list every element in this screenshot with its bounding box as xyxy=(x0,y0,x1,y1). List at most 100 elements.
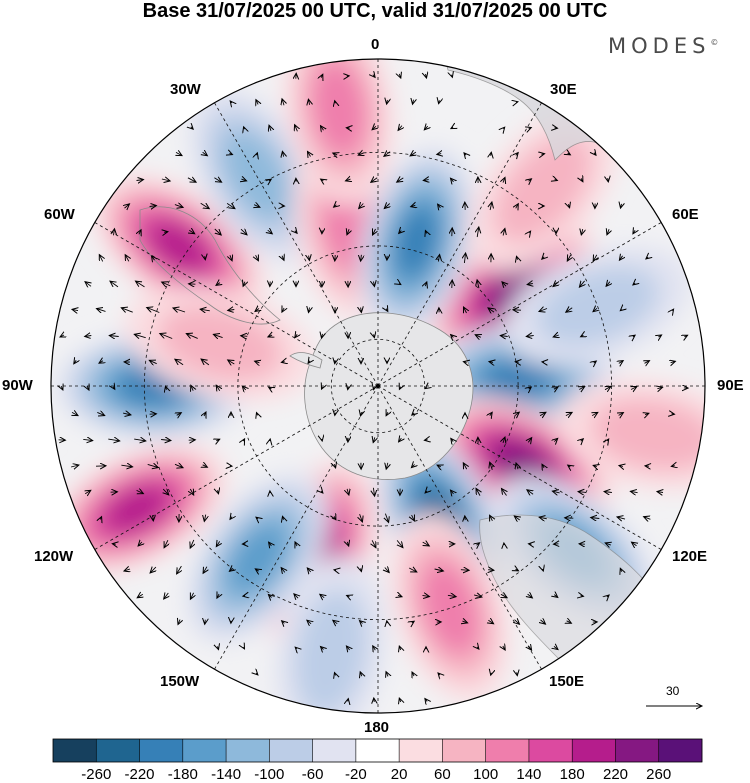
wind-arrow xyxy=(630,491,638,492)
wind-arrow xyxy=(200,309,210,311)
wind-arrow xyxy=(658,335,661,337)
wind-arrow xyxy=(85,490,91,493)
wind-arrow xyxy=(112,544,115,545)
lon-label-60e: 60E xyxy=(672,206,699,223)
wind-arrow xyxy=(645,361,650,364)
wind-arrow xyxy=(633,230,635,234)
wind-arrow xyxy=(360,513,363,522)
wind-arrow xyxy=(386,672,388,677)
wind-arrow xyxy=(503,229,505,236)
wind-arrow xyxy=(190,539,194,548)
anomaly-contour xyxy=(157,305,283,382)
wind-arrow xyxy=(632,542,637,546)
wind-arrow xyxy=(540,412,546,415)
wind-arrow xyxy=(503,177,505,182)
colorbar-swatch xyxy=(572,739,616,762)
wind-arrow xyxy=(322,334,323,338)
wind-arrow xyxy=(617,517,626,519)
wind-arrow xyxy=(269,179,271,181)
wind-arrow xyxy=(321,179,324,181)
wind-arrow xyxy=(161,179,170,181)
wind-arrow xyxy=(413,100,414,105)
wind-arrow xyxy=(386,463,388,469)
colorbar-swatch xyxy=(615,739,660,762)
wind-arrow xyxy=(529,179,532,181)
wind-arrow xyxy=(136,281,145,288)
wind-arrow xyxy=(149,360,157,363)
wind-arrow xyxy=(554,438,557,441)
meridian-line xyxy=(214,385,379,670)
wind-arrow xyxy=(633,283,635,285)
wind-arrow xyxy=(491,673,492,675)
lon-label-120e: 120E xyxy=(672,548,708,565)
wind-arrow xyxy=(489,362,493,363)
wind-arrow xyxy=(373,229,376,235)
colorbar-swatch xyxy=(96,739,140,762)
wind-arrow xyxy=(256,255,259,261)
wind-arrow xyxy=(190,593,193,599)
colorbar-tick-label: -140 xyxy=(211,766,242,783)
wind-arrow xyxy=(568,465,571,467)
lon-label-120w: 120W xyxy=(34,548,74,565)
wind-arrow xyxy=(373,75,375,78)
colorbar-swatch xyxy=(269,739,313,762)
wind-arrow xyxy=(295,647,297,649)
wind-arrow xyxy=(203,566,207,574)
wind-arrow xyxy=(108,439,119,441)
south-pole xyxy=(376,384,380,388)
wind-arrow xyxy=(122,413,131,415)
wind-arrow xyxy=(503,127,504,129)
wind-arrow xyxy=(205,620,206,625)
wind-arrow xyxy=(515,620,520,625)
colorbar-tick-label: 20 xyxy=(390,766,408,783)
wind-arrow xyxy=(85,282,91,287)
wind-arrow xyxy=(539,309,548,312)
wind-arrow xyxy=(566,308,573,312)
wind-arrow xyxy=(619,413,624,416)
wind-arrow xyxy=(463,463,466,469)
anomaly-contour xyxy=(493,134,593,244)
lon-label-90e: 90E xyxy=(717,377,744,394)
wind-arrow xyxy=(646,257,648,259)
wind-arrow xyxy=(358,153,364,155)
wind-arrow xyxy=(257,413,258,416)
wind-arrow xyxy=(593,308,597,311)
wind-arrow xyxy=(282,308,284,312)
wind-arrow xyxy=(100,517,101,520)
wind-arrow xyxy=(191,385,193,390)
anomaly-cell xyxy=(390,513,510,703)
wind-arrow xyxy=(619,466,623,467)
wind-arrow xyxy=(190,489,193,495)
colorbar-tick-label: 220 xyxy=(602,766,629,783)
wind-arrow xyxy=(334,464,335,468)
wind-arrow xyxy=(592,412,598,415)
wind-arrow xyxy=(591,518,600,519)
wind-arrow xyxy=(399,698,400,702)
wind-arrow xyxy=(399,438,402,442)
wind-arrow xyxy=(684,335,687,337)
wind-arrow xyxy=(203,152,208,155)
wind-arrow xyxy=(173,308,186,312)
wind-arrow xyxy=(254,205,260,208)
wind-arrow xyxy=(121,465,132,467)
wind-arrow xyxy=(620,309,621,310)
wind-arrow xyxy=(229,569,232,572)
wind-arrow xyxy=(605,386,611,389)
wind-arrow xyxy=(464,253,465,264)
wind-arrow xyxy=(99,361,103,363)
wind-arrow xyxy=(307,620,311,624)
wind-arrow xyxy=(447,595,456,596)
wind-arrow xyxy=(451,178,454,182)
wind-arrow xyxy=(176,152,182,155)
wind-arrow xyxy=(451,127,453,128)
colorbar-tick-label: 260 xyxy=(646,766,672,783)
wind-arrow xyxy=(114,229,115,236)
wind-arrow xyxy=(399,231,402,234)
lon-label-30e: 30E xyxy=(550,81,577,98)
meridian-line xyxy=(377,102,542,387)
wind-arrow xyxy=(204,514,205,522)
wind-arrow xyxy=(384,152,390,157)
wind-arrow xyxy=(451,335,454,338)
wind-arrow xyxy=(543,569,544,571)
wind-arrow xyxy=(282,99,284,105)
